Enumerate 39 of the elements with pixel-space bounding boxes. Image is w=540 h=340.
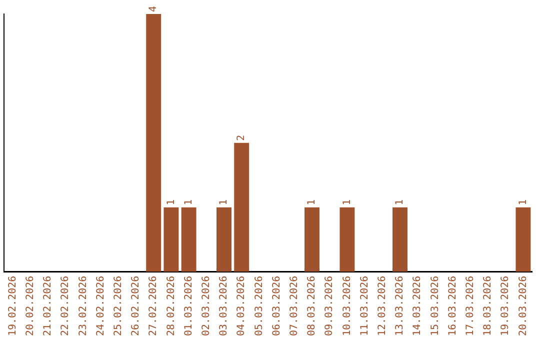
x-tick-label: 17.03.2026 xyxy=(464,276,476,336)
x-tick-label: 26.02.2026 xyxy=(130,276,142,336)
x-tick-label: 03.03.2026 xyxy=(218,276,230,336)
x-tick-label: 13.03.2026 xyxy=(394,276,406,336)
x-tick-label: 10.03.2026 xyxy=(342,276,353,336)
x-tick-label: 15.03.2026 xyxy=(430,276,441,336)
x-tick-label: 14.03.2026 xyxy=(412,276,424,336)
x-tick-label: 02.03.2026 xyxy=(200,276,212,336)
data-label: 1 xyxy=(342,199,353,206)
x-tick-label: 04.03.2026 xyxy=(236,276,248,336)
x-tick-label: 19.03.2026 xyxy=(500,276,512,336)
x-tick-label: 23.02.2026 xyxy=(78,276,89,336)
x-tick-label: 21.02.2026 xyxy=(42,276,54,336)
data-label: 1 xyxy=(306,199,318,206)
data-label: 1 xyxy=(183,199,194,206)
x-tick-label: 24.02.2026 xyxy=(95,276,106,336)
x-tick-label: 27.02.2026 xyxy=(148,276,160,336)
x-tick-label: 19.02.2026 xyxy=(7,276,18,336)
x-tick-label: 12.03.2026 xyxy=(376,276,388,336)
x-tick-label: 20.02.2026 xyxy=(24,276,36,336)
data-label: 1 xyxy=(394,199,406,206)
x-tick-label: 06.03.2026 xyxy=(271,276,282,336)
x-tick-label: 09.03.2026 xyxy=(324,276,336,336)
x-tick-label: 11.03.2026 xyxy=(359,276,370,336)
x-tick-label: 07.03.2026 xyxy=(288,276,300,336)
data-label: 2 xyxy=(236,134,248,141)
x-tick-label: 28.02.2026 xyxy=(166,276,177,336)
data-label: 1 xyxy=(518,199,529,206)
x-tick-label: 18.03.2026 xyxy=(482,276,494,336)
x-tick-label: 20.03.2026 xyxy=(518,276,529,336)
x-tick-label: 16.03.2026 xyxy=(447,276,458,336)
x-tick-label: 01.03.2026 xyxy=(183,276,194,336)
x-tick-label: 25.02.2026 xyxy=(112,276,124,336)
data-label: 1 xyxy=(166,199,177,206)
x-tick-label: 05.03.2026 xyxy=(254,276,265,336)
x-tick-label: 22.02.2026 xyxy=(60,276,72,336)
data-label: 1 xyxy=(218,199,230,206)
data-label: 4 xyxy=(148,6,160,12)
x-tick-label: 08.03.2026 xyxy=(306,276,318,336)
